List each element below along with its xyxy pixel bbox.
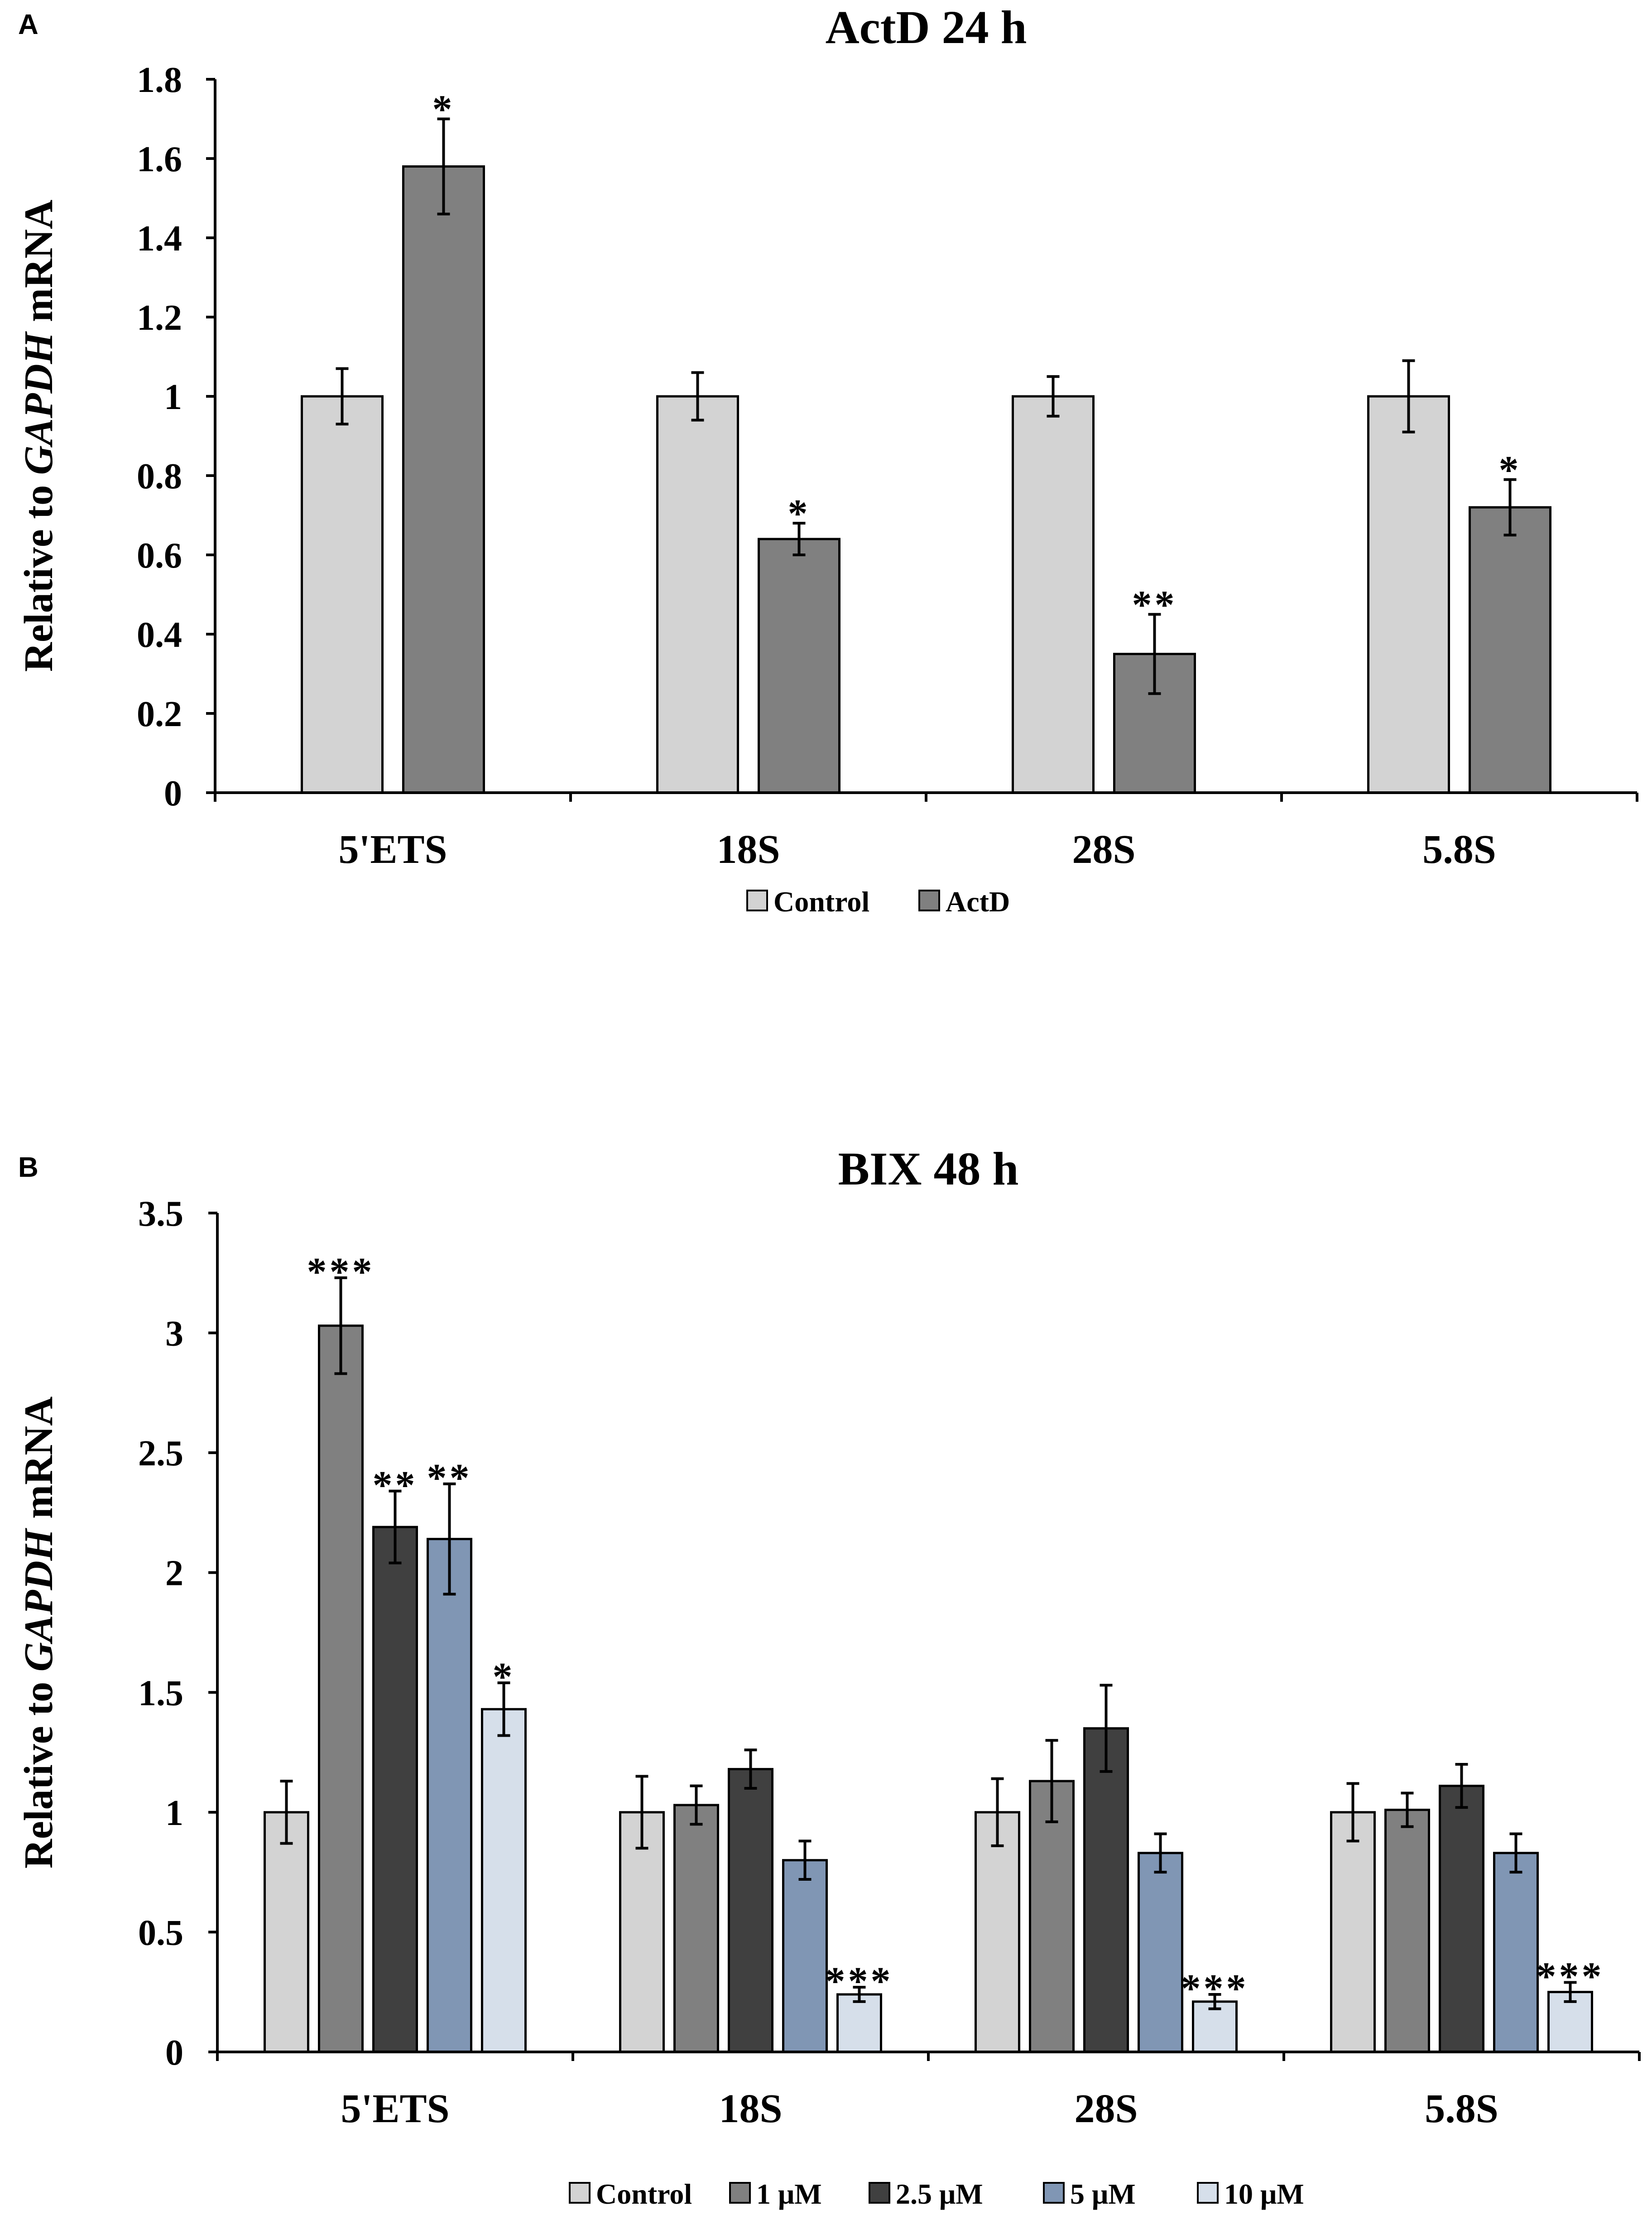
panel-b-bar-3-0: [1330, 1811, 1376, 2053]
panel-a-category-label-2: 28S: [1072, 827, 1135, 872]
panel-b-y-tick-label-1: 0.5: [138, 1913, 183, 1953]
panel-b-y-tick-label-7: 3.5: [138, 1194, 183, 1234]
y-label-gene: GAPDH: [16, 1527, 61, 1671]
panel-b-bar-2-2: [1083, 1727, 1129, 2053]
panel-a-y-tick-label-6: 1.2: [137, 298, 182, 338]
panel-b-legend-label-4: 10 μM: [1224, 2178, 1304, 2210]
panel-b-significance-0-1: ***: [307, 1250, 375, 1294]
panel-b-bar-0-1: [318, 1324, 364, 2053]
panel-b-y-tick-label-2: 1: [165, 1793, 183, 1833]
panel-b-legend-swatch-4: [1197, 2182, 1219, 2204]
panel-a-y-tick-label-3: 0.6: [137, 536, 182, 576]
panel-b-legend-swatch-1: [729, 2182, 751, 2204]
panel-b-significance-0-3: **: [427, 1456, 472, 1500]
panel-b-y-tick-label-4: 2: [165, 1554, 183, 1594]
panel-b-y-axis-label: Relative to GAPDH mRNA: [16, 1396, 61, 1868]
panel-a-category-label-0: 5'ETS: [338, 827, 447, 872]
panel-a-category-label-1: 18S: [716, 827, 780, 872]
panel-b-bar-3-2: [1439, 1785, 1484, 2053]
panel-b-letter: B: [18, 1152, 38, 1183]
panel-b-bar-1-3: [782, 1859, 828, 2053]
y-label-prefix: Relative to: [16, 1671, 61, 1868]
y-label-suffix: mRNA: [16, 1396, 61, 1529]
panel-a-bar-2-0: [1012, 395, 1095, 794]
panel-a-y-tick-label-2: 0.4: [137, 615, 182, 655]
panel-b-legend-swatch-2: [869, 2182, 890, 2204]
panel-b-bar-3-3: [1493, 1852, 1539, 2053]
panel-a-significance-2-1: **: [1132, 583, 1177, 627]
panel-b-category-label-3: 5.8S: [1425, 2086, 1498, 2131]
panel-b-bar-3-1: [1384, 1809, 1430, 2053]
panel-b-significance-0-4: *: [493, 1655, 515, 1699]
panel-a-bar-1-1: [758, 538, 840, 794]
panel-a-letter: A: [18, 9, 38, 40]
panel-b-bar-2-3: [1138, 1852, 1183, 2053]
y-label-prefix: Relative to: [16, 475, 61, 672]
panel-b-bar-1-2: [728, 1768, 773, 2053]
panel-a-chart: A ActD 24 h Relative to GAPDH mRNA * 5'ETS * 1…: [16, 1, 1638, 918]
panel-a-significance-1-1: *: [788, 492, 811, 536]
panel-b-legend-label-0: Control: [596, 2178, 692, 2210]
panel-b-bar-2-1: [1029, 1780, 1075, 2053]
panel-b-significance-2-4: ***: [1181, 1967, 1249, 2011]
panel-b-category-label-2: 28S: [1074, 2086, 1138, 2131]
panel-a-bar-3-0: [1367, 395, 1450, 794]
panel-a-y-axis-label: Relative to GAPDH mRNA: [16, 200, 61, 672]
panel-b-title: BIX 48 h: [838, 1143, 1019, 1195]
panel-b-y-tick-label-5: 2.5: [138, 1434, 183, 1473]
panel-b-bar-0-3: [427, 1538, 472, 2053]
panel-b-y-tick-label-0: 0: [165, 2033, 183, 2073]
panel-a-y-tick-label-7: 1.4: [137, 219, 182, 259]
panel-a-significance-0-1: *: [432, 88, 455, 132]
panel-a-bar-1-0: [656, 395, 739, 794]
panel-b-bar-2-0: [975, 1811, 1020, 2053]
panel-a-significance-3-1: *: [1499, 448, 1522, 492]
panel-a-y-tick-label-4: 0.8: [137, 457, 182, 496]
panel-b-significance-1-4: ***: [826, 1960, 893, 2003]
panel-b-bar-1-1: [673, 1804, 719, 2053]
panel-a-bar-0-0: [301, 395, 384, 794]
panel-a-legend-swatch-1: [918, 890, 940, 911]
panel-a-category-label-3: 5.8S: [1422, 827, 1496, 872]
panel-b-bar-1-4: [836, 1993, 882, 2053]
y-label-gene: GAPDH: [16, 331, 61, 475]
panel-a-bar-0-1: [402, 165, 485, 794]
y-label-suffix: mRNA: [16, 200, 61, 332]
panel-a-y-tick-label-9: 1.8: [137, 60, 182, 100]
panel-a-legend-label-0: Control: [773, 886, 869, 918]
panel-b-significance-0-2: **: [373, 1464, 418, 1507]
panel-b-legend-label-3: 5 μM: [1070, 2178, 1136, 2210]
panel-a-legend-label-1: ActD: [946, 886, 1010, 918]
panel-a-legend-swatch-0: [746, 890, 768, 911]
panel-b-category-label-1: 18S: [719, 2086, 782, 2131]
panel-b-legend-label-1: 1 μM: [756, 2178, 822, 2210]
panel-b-y-tick-label-6: 3: [165, 1314, 183, 1354]
panel-b-bar-0-2: [372, 1526, 418, 2053]
panel-a-y-tick-label-5: 1: [164, 377, 182, 417]
panel-b-legend-swatch-0: [569, 2182, 591, 2204]
panel-b-bar-0-4: [481, 1708, 527, 2053]
panel-a-y-tick-label-1: 0.2: [137, 694, 182, 734]
panel-b-category-label-0: 5'ETS: [341, 2086, 449, 2131]
panel-b-legend-swatch-3: [1043, 2182, 1065, 2204]
panel-a-y-tick-label-0: 0: [164, 774, 182, 814]
panel-a-y-tick-label-8: 1.6: [137, 140, 182, 179]
panel-b-bar-0-0: [264, 1811, 309, 2053]
panel-b-legend-label-2: 2.5 μM: [896, 2178, 983, 2210]
panel-b-y-tick-label-3: 1.5: [138, 1673, 183, 1713]
panel-b-significance-3-4: ***: [1537, 1955, 1604, 1999]
panel-a-bar-3-1: [1469, 506, 1551, 794]
panel-a-title: ActD 24 h: [826, 1, 1027, 53]
